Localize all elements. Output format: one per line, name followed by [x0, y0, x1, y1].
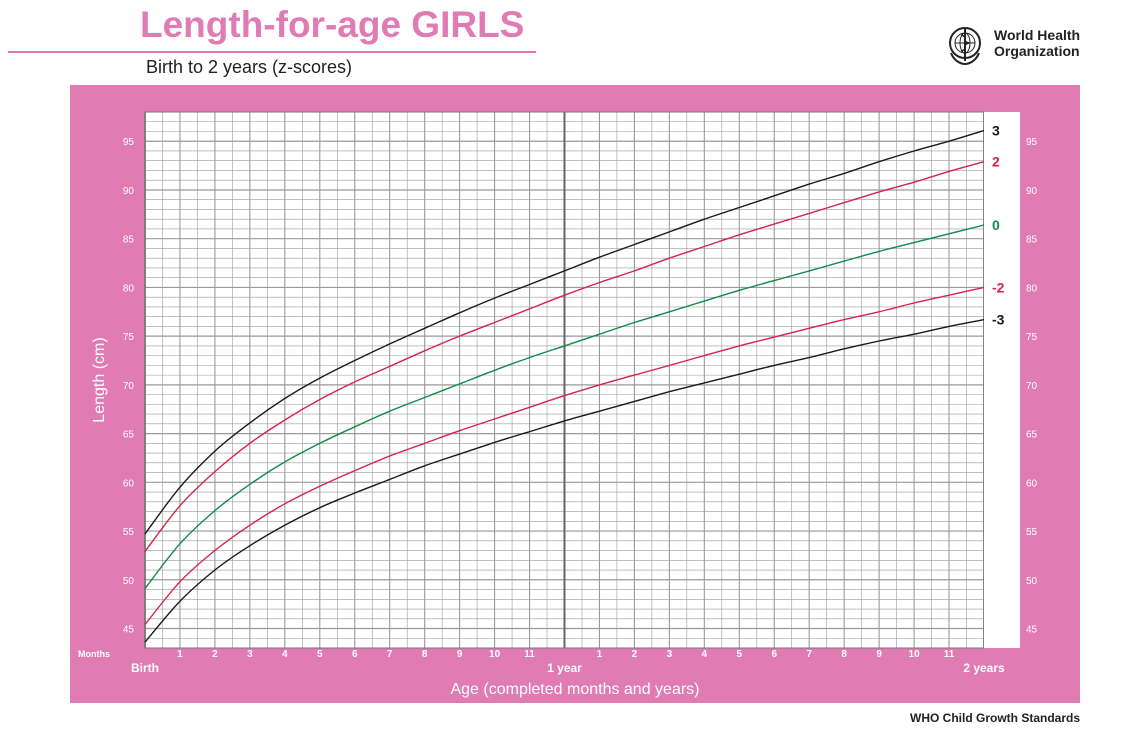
y-tick-label-right: 90	[1026, 186, 1038, 197]
who-logo: World Health Organization	[944, 23, 1084, 67]
who-logo-line1: World Health	[994, 27, 1081, 43]
curve-z-3	[144, 318, 985, 643]
y-axis-title: Length (cm)	[91, 337, 108, 422]
y-tick-label-left: 55	[123, 527, 135, 538]
title-divider	[8, 51, 536, 53]
y-tick-label-left: 50	[123, 576, 135, 587]
x-tick-label: 7	[806, 649, 812, 660]
y-tick-label-right: 70	[1026, 381, 1038, 392]
y-tick-label-right: 50	[1026, 576, 1038, 587]
y-tick-label-left: 90	[123, 186, 135, 197]
y-tick-label-right: 80	[1026, 283, 1038, 294]
x-tick-label: 10	[909, 649, 921, 660]
y-tick-label-left: 70	[123, 381, 135, 392]
y-tick-label-left: 75	[123, 332, 135, 343]
x-tick-label: 3	[667, 649, 673, 660]
x-tick-label-major: 1 year	[547, 661, 582, 675]
curve-label-z-3: -3	[992, 312, 1005, 328]
y-tick-label-right: 60	[1026, 478, 1038, 489]
curve-z2	[144, 161, 985, 552]
x-tick-label: 9	[457, 649, 463, 660]
y-tick-label-right: 85	[1026, 235, 1038, 246]
y-tick-label-left: 85	[123, 235, 135, 246]
x-tick-label: 2	[632, 649, 638, 660]
curve-z3	[144, 129, 985, 535]
x-tick-label: 8	[841, 649, 847, 660]
x-tick-label: 11	[944, 649, 955, 660]
curve-label-z2: 2	[992, 154, 1000, 170]
x-tick-label: 7	[387, 649, 393, 660]
x-tick-label: 3	[247, 649, 253, 660]
x-tick-label: 9	[876, 649, 882, 660]
x-tick-label: 6	[352, 649, 358, 660]
label-column	[984, 112, 1020, 648]
curve-z-2	[144, 286, 985, 626]
x-tick-label: 5	[317, 649, 323, 660]
y-tick-label-left: 60	[123, 478, 135, 489]
y-tick-label-left: 65	[123, 430, 135, 441]
curve-label-z3: 3	[992, 123, 1000, 139]
curve-label-z-2: -2	[992, 279, 1005, 295]
x-tick-label: 4	[702, 649, 708, 660]
x-tick-label: 4	[282, 649, 288, 660]
page-subtitle: Birth to 2 years (z-scores)	[146, 57, 353, 77]
who-logo-text: World Health Organization	[994, 27, 1080, 59]
x-tick-label: 6	[771, 649, 777, 660]
y-tick-label-left: 45	[123, 625, 135, 636]
x-tick-label: 1	[177, 649, 183, 660]
x-tick-label-major: Birth	[131, 661, 159, 675]
curve-z0	[144, 224, 985, 590]
page-title: Length-for-age GIRLS	[140, 4, 525, 45]
footer-text: WHO Child Growth Standards	[910, 711, 1080, 725]
months-label: Months	[78, 649, 110, 659]
y-tick-label-right: 45	[1026, 625, 1038, 636]
x-tick-label: 1	[597, 649, 603, 660]
y-tick-label-right: 65	[1026, 430, 1038, 441]
who-logo-line2: Organization	[994, 43, 1080, 59]
x-tick-label: 8	[422, 649, 428, 660]
y-tick-label-right: 95	[1026, 137, 1038, 148]
curve-label-z0: 0	[992, 217, 1000, 233]
y-tick-label-left: 95	[123, 137, 135, 148]
y-tick-label-left: 80	[123, 283, 135, 294]
x-tick-label: 5	[737, 649, 743, 660]
x-tick-label: 10	[489, 649, 501, 660]
x-tick-label: 11	[524, 649, 535, 660]
who-emblem-icon	[949, 27, 981, 66]
x-axis-title: Age (completed months and years)	[450, 681, 699, 698]
y-tick-label-right: 75	[1026, 332, 1038, 343]
y-tick-label-right: 55	[1026, 527, 1038, 538]
x-tick-label-major: 2 years	[963, 661, 1005, 675]
x-tick-label: 2	[212, 649, 218, 660]
